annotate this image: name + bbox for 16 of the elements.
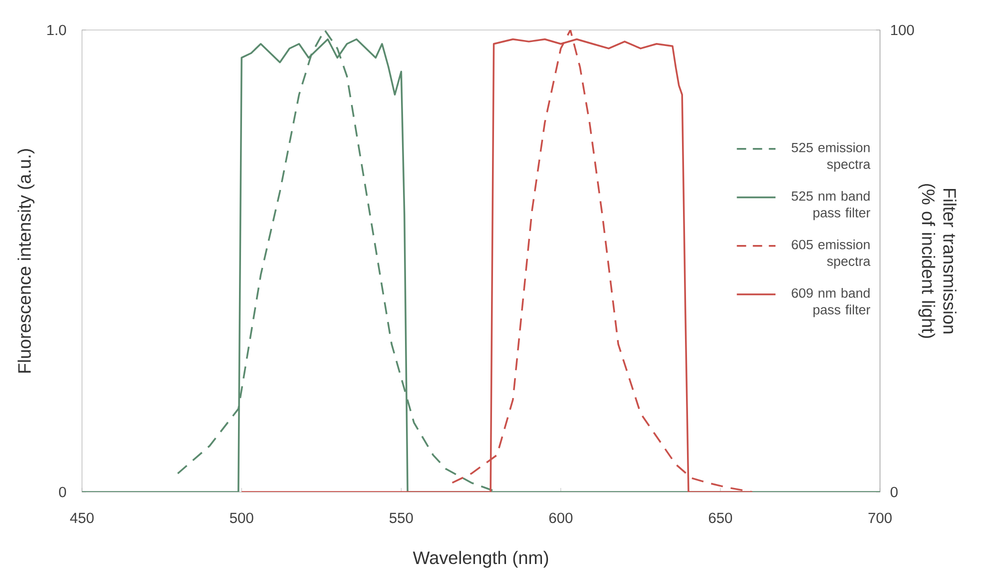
x-tick-label: 550: [390, 512, 413, 524]
y2-tick-label: 0: [890, 486, 898, 498]
y-tick-label: 1.0: [47, 24, 66, 36]
x-tick-label: 500: [230, 512, 254, 524]
y2-tick-label: 100: [891, 24, 914, 36]
legend-label: 609 nm band pass filter: [792, 288, 870, 318]
x-tick-label: 450: [70, 512, 94, 524]
x-tick-label: 700: [868, 512, 892, 524]
x-tick-label: 650: [708, 512, 732, 524]
legend-label: 605 emission spectra: [792, 239, 870, 269]
legend-label: 525 emission spectra: [792, 142, 870, 172]
y-axis-title: Fluorescence intensity (a.u.): [18, 149, 34, 373]
x-tick-label: 600: [549, 512, 572, 524]
legend-label: 525 nm band pass filter: [792, 190, 870, 220]
x-axis-title: Wavelength (nm): [412, 550, 548, 568]
y2-axis-title: Filter transmission (% of incident light): [918, 184, 956, 338]
